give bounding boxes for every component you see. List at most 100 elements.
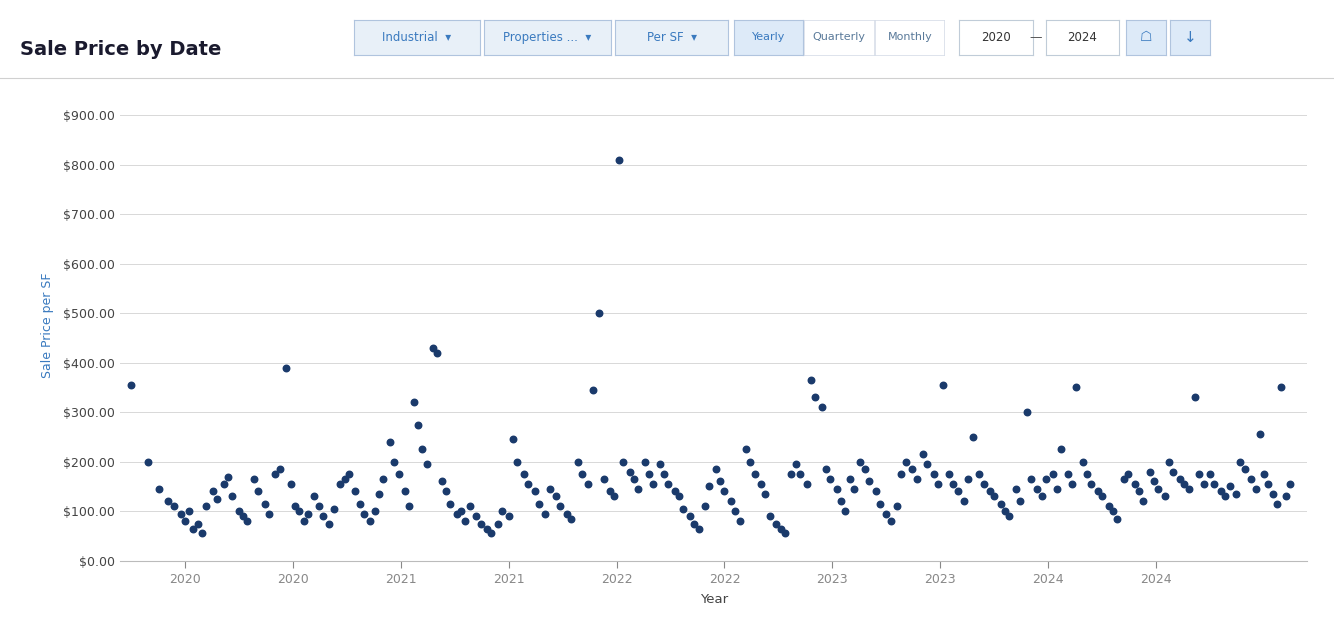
Point: [440, 499, 462, 509]
Point: [870, 499, 891, 509]
Point: [774, 528, 795, 538]
Text: Yearly: Yearly: [751, 32, 786, 42]
Point: [916, 459, 938, 469]
Point: [364, 506, 386, 516]
Point: [217, 472, 239, 482]
Point: [1189, 469, 1210, 479]
Point: [395, 487, 416, 497]
Text: 2024: 2024: [1067, 31, 1098, 44]
Point: [288, 506, 309, 516]
Point: [388, 469, 410, 479]
Point: [923, 469, 944, 479]
Point: [1107, 513, 1129, 523]
Point: [927, 479, 948, 489]
Point: [372, 474, 394, 484]
Point: [854, 464, 875, 474]
Point: [308, 502, 329, 511]
Point: [528, 499, 550, 509]
Point: [1010, 497, 1031, 506]
Point: [604, 492, 626, 502]
Point: [740, 457, 762, 467]
Point: [875, 508, 896, 518]
Point: [1271, 383, 1293, 392]
Point: [1113, 474, 1134, 484]
Point: [650, 459, 671, 469]
Point: [664, 487, 686, 497]
Point: [163, 502, 184, 511]
Point: [334, 474, 355, 484]
Point: [187, 518, 208, 528]
Point: [1258, 479, 1279, 489]
Point: [546, 492, 567, 502]
Point: [567, 457, 588, 467]
Point: [983, 492, 1005, 502]
Point: [507, 457, 528, 467]
Point: [221, 492, 243, 502]
Point: [780, 469, 802, 479]
Point: [588, 308, 610, 318]
Text: Industrial  ▾: Industrial ▾: [383, 31, 451, 44]
Point: [518, 479, 539, 489]
Point: [891, 469, 912, 479]
Point: [1147, 484, 1169, 494]
Point: [790, 469, 811, 479]
Point: [344, 487, 366, 497]
Point: [1262, 489, 1283, 499]
Point: [672, 504, 694, 514]
Point: [560, 513, 582, 523]
Point: [179, 506, 200, 516]
Point: [1226, 489, 1247, 499]
Point: [191, 528, 212, 538]
Point: [1266, 499, 1287, 509]
Point: [183, 523, 204, 533]
Point: [1091, 492, 1113, 502]
Point: [627, 484, 648, 494]
Point: [695, 502, 716, 511]
Point: [932, 380, 954, 390]
Point: [1021, 474, 1042, 484]
Point: [1241, 474, 1262, 484]
Point: [269, 464, 291, 474]
Point: [770, 523, 791, 533]
Point: [714, 487, 735, 497]
Point: [800, 375, 822, 385]
Point: [379, 437, 400, 447]
Point: [1118, 469, 1139, 479]
Point: [720, 497, 742, 506]
Point: [895, 457, 916, 467]
Text: Sale Price by Date: Sale Price by Date: [20, 40, 221, 59]
Point: [556, 508, 578, 518]
Point: [735, 444, 756, 454]
Point: [683, 518, 704, 528]
Point: [319, 518, 340, 528]
Point: [1203, 479, 1225, 489]
Point: [1098, 502, 1119, 511]
Point: [323, 504, 344, 514]
Point: [1249, 429, 1270, 439]
Point: [1230, 457, 1251, 467]
Point: [207, 494, 228, 504]
Point: [796, 479, 818, 489]
Point: [819, 474, 840, 484]
Text: ☖: ☖: [1139, 31, 1153, 44]
Point: [1185, 392, 1206, 402]
Point: [1046, 484, 1067, 494]
Point: [360, 516, 382, 526]
Point: [476, 523, 498, 533]
Point: [634, 457, 655, 467]
Point: [1170, 474, 1191, 484]
Point: [120, 380, 141, 390]
Point: [459, 502, 480, 511]
Text: ↓: ↓: [1183, 30, 1197, 45]
Point: [1006, 484, 1027, 494]
Point: [1193, 479, 1214, 489]
Point: [999, 511, 1021, 521]
Point: [755, 489, 776, 499]
Point: [1234, 464, 1255, 474]
Point: [864, 487, 886, 497]
Point: [416, 459, 438, 469]
Point: [943, 479, 964, 489]
Point: [592, 474, 614, 484]
Point: [699, 482, 720, 492]
Point: [368, 489, 390, 499]
